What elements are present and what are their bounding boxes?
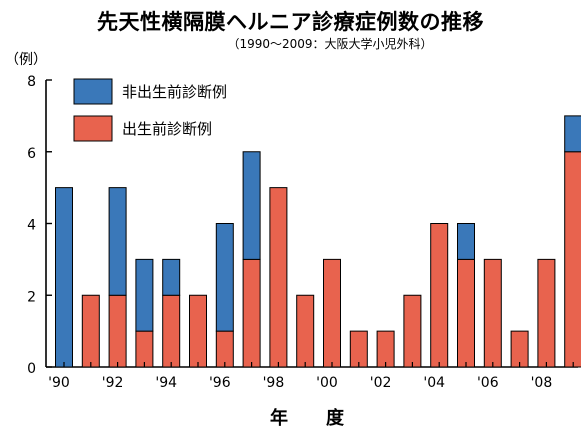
bar-prenatal <box>81 294 100 368</box>
y-tick-label: 4 <box>27 218 36 234</box>
bar-prenatal <box>135 330 154 368</box>
bar-prenatal <box>510 330 529 368</box>
x-tick-label: '02 <box>370 375 392 391</box>
bar-prenatal <box>564 151 581 368</box>
bar-postnatal <box>162 258 181 296</box>
y-tick-label: 8 <box>27 74 36 90</box>
bar-postnatal <box>108 187 127 296</box>
bar-prenatal <box>349 330 368 368</box>
bar-prenatal <box>189 294 207 368</box>
legend-swatch-postnatal <box>73 78 113 105</box>
y-tick-label: 0 <box>27 361 36 377</box>
bar-postnatal <box>215 223 234 332</box>
bar-prenatal <box>323 258 341 368</box>
bar-prenatal <box>108 294 127 368</box>
x-tick-label: '98 <box>263 375 285 391</box>
x-tick-label: '96 <box>209 375 231 391</box>
x-tick-label: '90 <box>48 375 70 391</box>
bar-prenatal <box>403 294 422 368</box>
bar-postnatal <box>564 115 581 153</box>
x-tick-label: '08 <box>531 375 553 391</box>
bar-prenatal <box>537 258 556 368</box>
bar-postnatal <box>55 187 73 368</box>
bar-prenatal <box>296 294 315 368</box>
bar-prenatal <box>269 187 288 368</box>
chart-subtitle: （1990～2009：大阪大学小児外科） <box>227 37 433 51</box>
legend-swatch-prenatal <box>73 115 113 142</box>
bar-postnatal <box>457 223 475 260</box>
bar-prenatal <box>430 223 449 368</box>
x-tick-label: '06 <box>477 375 499 391</box>
y-tick-label: 6 <box>27 146 36 162</box>
x-tick-label: '92 <box>102 375 124 391</box>
chart-title: 先天性横隔膜ヘルニア診療症例数の推移 <box>97 10 484 34</box>
y-axis-unit-label: （例） <box>5 52 47 68</box>
bar-postnatal <box>242 151 261 260</box>
x-axis-label: 年 度 <box>270 408 354 429</box>
bar-prenatal <box>242 258 261 368</box>
bar-postnatal <box>135 258 154 332</box>
x-tick-label: '04 <box>423 375 445 391</box>
bar-prenatal <box>215 330 234 368</box>
bar-prenatal <box>376 330 395 368</box>
legend-label-postnatal: 非出生前診断例 <box>122 83 227 101</box>
bar-prenatal <box>162 294 181 368</box>
x-tick-label: '00 <box>316 375 338 391</box>
legend-label-prenatal: 出生前診断例 <box>122 120 212 138</box>
bar-prenatal <box>483 258 502 368</box>
x-tick-label: '94 <box>155 375 177 391</box>
y-tick-label: 2 <box>27 289 36 305</box>
bar-prenatal <box>457 258 475 368</box>
